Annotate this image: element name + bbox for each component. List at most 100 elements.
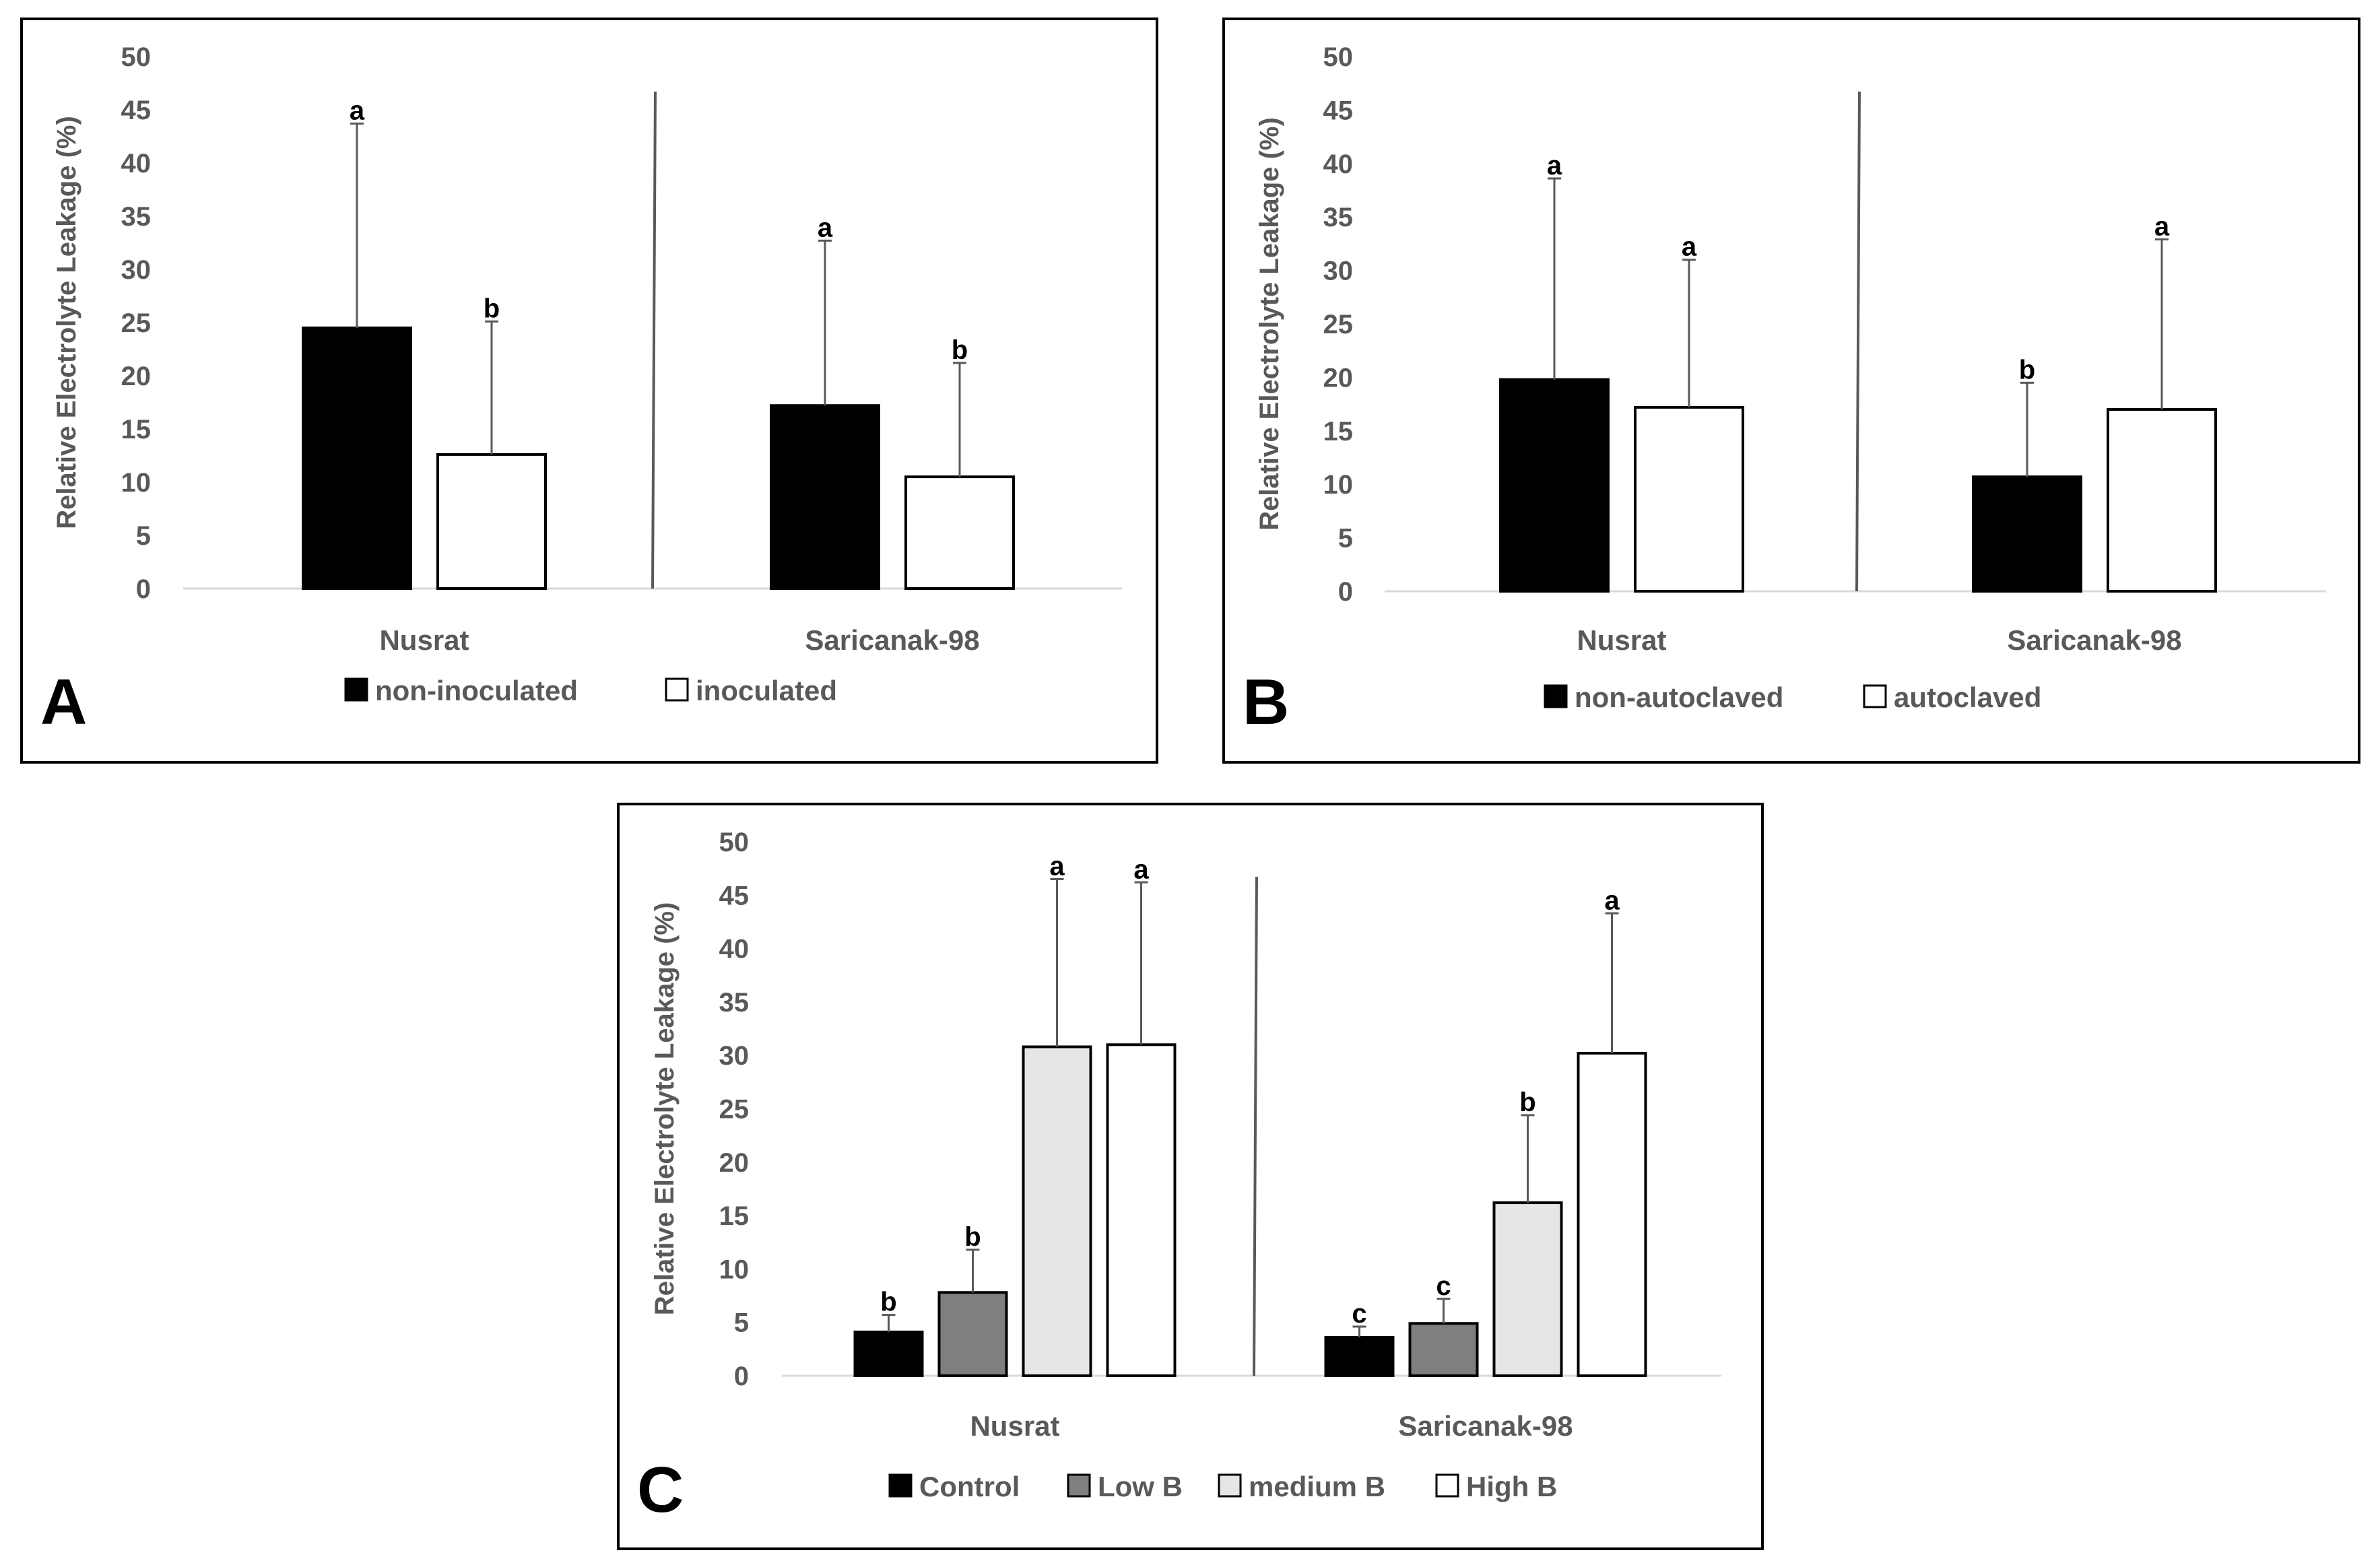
y-tick-label: 50: [719, 828, 750, 857]
y-tick-label: 10: [1323, 470, 1354, 500]
y-tick-label: 5: [1338, 524, 1353, 554]
y-tick-label: 5: [734, 1308, 749, 1338]
y-tick-label: 35: [719, 988, 750, 1018]
legend-label: Low B: [1098, 1471, 1183, 1502]
significance-letter: b: [2019, 355, 2035, 385]
legend-label: Control: [919, 1471, 1020, 1502]
chart-frame-C: [617, 803, 1764, 1550]
y-tick-label: 40: [121, 149, 152, 178]
legend-swatch: [1863, 684, 1887, 708]
bar-control-saricanak-98: [1324, 1335, 1395, 1378]
bar-medium-b-nusrat: [1022, 1045, 1092, 1377]
legend-swatch: [1435, 1473, 1459, 1498]
bar-high-b-nusrat: [1106, 1043, 1177, 1377]
y-tick-label: 0: [136, 574, 151, 604]
bar-low-b-nusrat: [937, 1291, 1008, 1377]
y-tick-label: 35: [1323, 203, 1354, 232]
y-tick-label: 20: [719, 1148, 750, 1178]
legend-label: inoculated: [696, 675, 837, 706]
y-tick-label: 0: [734, 1362, 749, 1391]
y-tick-label: 15: [719, 1201, 750, 1231]
y-axis-title: Relative Electrolyte Leakage (%): [52, 116, 81, 529]
category-label: Nusrat: [1577, 624, 1666, 656]
legend-label: non-inoculated: [375, 675, 578, 706]
y-tick-label: 5: [136, 521, 151, 551]
group-separator: [651, 91, 657, 589]
legend-label: High B: [1466, 1471, 1557, 1502]
legend-swatch: [1218, 1473, 1242, 1498]
category-label: Saricanak-98: [2007, 624, 2181, 656]
bar-inoculated-saricanak-98: [904, 475, 1015, 590]
y-tick-label: 25: [121, 308, 152, 338]
chart-frame-A: [20, 18, 1158, 764]
bar-control-nusrat: [853, 1330, 924, 1377]
legend-label: medium B: [1249, 1471, 1385, 1502]
y-tick-label: 35: [121, 202, 152, 232]
y-tick-label: 45: [121, 96, 152, 125]
significance-letter: c: [1352, 1299, 1366, 1329]
bar-autoclaved-saricanak-98: [2107, 408, 2217, 593]
significance-letter: a: [1604, 886, 1620, 915]
bar-autoclaved-nusrat: [1634, 405, 1744, 593]
legend-label: non-autoclaved: [1575, 681, 1783, 713]
y-tick-label: 40: [1323, 149, 1354, 179]
legend-swatch: [344, 677, 368, 702]
legend-swatch: [665, 677, 689, 702]
y-axis-title: Relative Electrolyte Leakage (%): [650, 902, 680, 1316]
significance-letter: a: [818, 213, 833, 242]
y-tick-label: 40: [719, 935, 750, 964]
y-tick-label: 10: [121, 468, 152, 498]
significance-letter: c: [1436, 1271, 1451, 1301]
significance-letter: a: [1682, 232, 1697, 262]
category-label: Saricanak-98: [1398, 1410, 1573, 1442]
y-tick-label: 45: [1323, 96, 1354, 125]
significance-letter: b: [1519, 1088, 1535, 1117]
chart-frame-B: [1222, 18, 2360, 764]
y-axis-title: Relative Electrolyte Leakage (%): [1255, 117, 1284, 531]
y-tick-label: 15: [1323, 417, 1354, 446]
category-label: Saricanak-98: [805, 624, 979, 656]
bar-low-b-saricanak-98: [1408, 1322, 1479, 1378]
legend-swatch: [888, 1473, 913, 1498]
significance-letter: a: [1133, 855, 1149, 884]
bar-non-autoclaved-saricanak-98: [1972, 475, 2082, 593]
y-tick-label: 20: [121, 362, 152, 391]
y-tick-label: 20: [1323, 363, 1354, 393]
significance-letter: b: [952, 335, 968, 365]
bar-inoculated-nusrat: [436, 453, 547, 590]
bar-high-b-saricanak-98: [1577, 1052, 1647, 1377]
significance-letter: a: [2154, 212, 2170, 242]
panel-label: B: [1243, 666, 1289, 738]
y-tick-label: 50: [121, 42, 152, 72]
bar-medium-b-saricanak-98: [1492, 1201, 1563, 1377]
y-tick-label: 45: [719, 881, 750, 910]
legend-swatch: [1544, 684, 1568, 708]
category-label: Nusrat: [379, 624, 469, 656]
group-separator: [1855, 91, 1861, 592]
bar-non-inoculated-nusrat: [302, 326, 412, 590]
y-tick-label: 30: [719, 1041, 750, 1071]
group-separator: [1253, 876, 1258, 1376]
significance-letter: b: [880, 1288, 896, 1317]
panel-label: C: [637, 1454, 684, 1526]
significance-letter: b: [964, 1222, 981, 1252]
y-tick-label: 25: [719, 1095, 750, 1125]
category-label: Nusrat: [970, 1410, 1059, 1442]
legend-swatch: [1067, 1473, 1091, 1498]
significance-letter: a: [1049, 852, 1065, 881]
significance-letter: b: [484, 294, 500, 323]
significance-letter: a: [350, 96, 365, 126]
y-tick-label: 30: [121, 255, 152, 285]
y-tick-label: 50: [1323, 42, 1354, 72]
y-tick-label: 0: [1338, 577, 1353, 607]
panel-label: A: [40, 666, 87, 738]
y-tick-label: 15: [121, 415, 152, 444]
bar-non-autoclaved-nusrat: [1499, 378, 1610, 593]
y-tick-label: 25: [1323, 310, 1354, 339]
legend-label: autoclaved: [1894, 681, 2041, 713]
y-tick-label: 10: [719, 1255, 750, 1284]
significance-letter: a: [1547, 151, 1562, 180]
bar-non-inoculated-saricanak-98: [770, 404, 880, 590]
y-tick-label: 30: [1323, 257, 1354, 286]
